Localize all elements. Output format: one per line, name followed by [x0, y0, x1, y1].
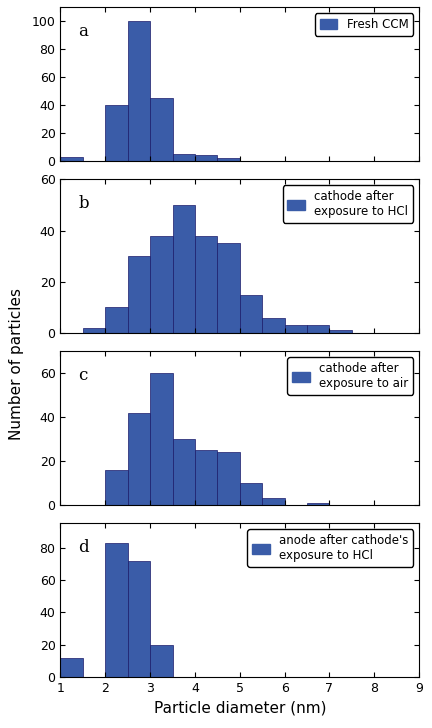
Bar [262, 499, 285, 505]
Bar [240, 295, 262, 333]
X-axis label: Particle diameter (nm): Particle diameter (nm) [153, 700, 326, 716]
Bar [262, 317, 285, 333]
Bar [217, 158, 240, 161]
Bar [128, 256, 150, 333]
Bar [172, 439, 195, 505]
Legend: anode after cathode's
exposure to HCl: anode after cathode's exposure to HCl [247, 529, 413, 567]
Bar [217, 243, 240, 333]
Text: a: a [79, 23, 88, 39]
Bar [83, 328, 105, 333]
Text: c: c [79, 367, 88, 384]
Bar [172, 205, 195, 333]
Bar [150, 98, 172, 161]
Bar [105, 543, 128, 677]
Bar [105, 470, 128, 505]
Bar [285, 325, 307, 333]
Bar [307, 503, 329, 505]
Bar [195, 236, 217, 333]
Bar [60, 657, 83, 677]
Bar [128, 561, 150, 677]
Text: Number of particles: Number of particles [9, 288, 24, 440]
Bar [105, 307, 128, 333]
Bar [60, 157, 83, 161]
Bar [195, 450, 217, 505]
Bar [307, 325, 329, 333]
Bar [240, 483, 262, 505]
Bar [150, 236, 172, 333]
Legend: Fresh CCM: Fresh CCM [315, 13, 413, 36]
Bar [217, 452, 240, 505]
Bar [150, 645, 172, 677]
Legend: cathode after
exposure to HCl: cathode after exposure to HCl [283, 185, 413, 223]
Bar [128, 413, 150, 505]
Bar [195, 155, 217, 161]
Legend: cathode after
exposure to air: cathode after exposure to air [287, 357, 413, 395]
Text: d: d [79, 539, 89, 555]
Bar [172, 154, 195, 161]
Text: b: b [79, 194, 89, 212]
Bar [105, 105, 128, 161]
Bar [150, 373, 172, 505]
Bar [128, 21, 150, 161]
Bar [329, 331, 352, 333]
